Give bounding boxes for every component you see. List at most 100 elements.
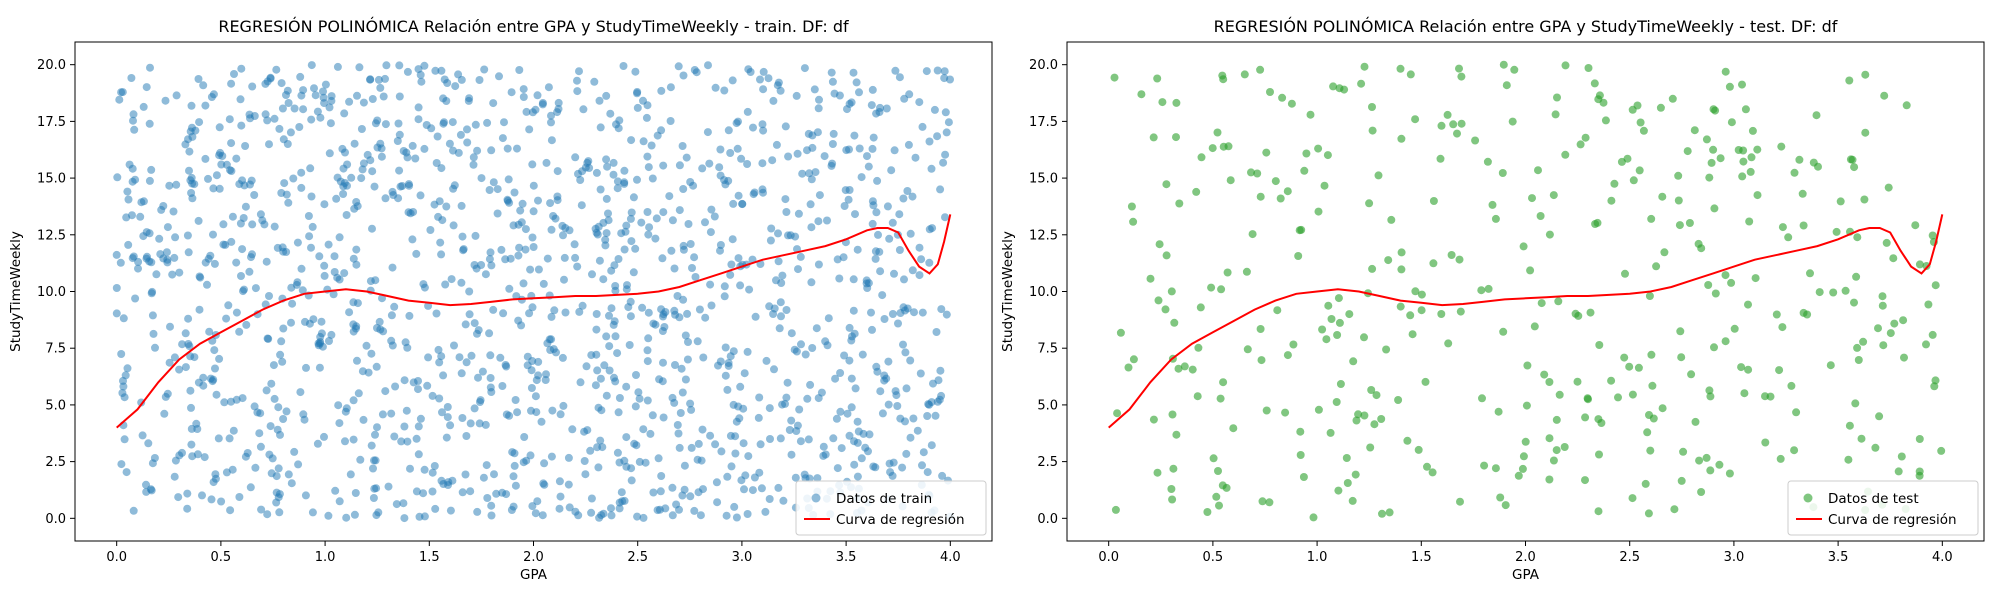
train-data-point xyxy=(297,91,306,100)
train-data-point xyxy=(304,212,313,220)
train-data-point xyxy=(492,489,501,498)
test-data-point xyxy=(1333,331,1342,339)
test-data-point xyxy=(1674,171,1683,180)
train-data-point xyxy=(217,497,226,506)
train-data-point xyxy=(487,146,496,155)
train-data-point xyxy=(561,308,570,317)
train-data-point xyxy=(774,78,783,87)
train-data-point xyxy=(560,275,568,284)
test-data-point xyxy=(1646,446,1655,455)
train-data-point xyxy=(875,247,884,256)
train-data-point xyxy=(321,80,330,89)
train-data-point xyxy=(186,386,195,395)
train-data-point xyxy=(367,349,376,358)
test-data-point xyxy=(1776,454,1785,463)
test-data-point xyxy=(1283,187,1292,196)
train-data-point xyxy=(593,230,602,239)
train-data-point xyxy=(734,191,743,200)
train-data-point xyxy=(165,181,174,190)
train-data-point xyxy=(358,165,367,174)
test-data-point xyxy=(1174,364,1183,373)
train-data-point xyxy=(654,454,663,463)
test-data-point xyxy=(1691,417,1700,426)
test-data-point xyxy=(1641,479,1650,488)
train-data-point xyxy=(181,329,190,338)
train-data-point xyxy=(509,472,518,481)
train-data-point xyxy=(901,348,910,357)
train-data-point xyxy=(305,232,314,241)
train-data-point xyxy=(599,275,608,284)
train-data-point xyxy=(339,182,348,191)
test-data-point xyxy=(1258,497,1267,506)
train-data-point xyxy=(143,252,151,261)
train-data-point xyxy=(212,171,221,180)
train-data-point xyxy=(644,230,653,239)
train-data-point xyxy=(345,97,354,106)
train-data-point xyxy=(781,122,790,131)
test-data-point xyxy=(1519,242,1528,251)
train-data-point xyxy=(441,280,450,289)
train-data-point xyxy=(903,187,912,195)
train-data-point xyxy=(461,320,470,329)
train-data-point xyxy=(517,321,526,330)
train-data-point xyxy=(672,500,681,509)
train-data-point xyxy=(609,170,618,179)
train-data-point xyxy=(782,306,791,314)
test-data-point xyxy=(1299,473,1308,481)
train-data-point xyxy=(251,463,260,472)
train-data-point xyxy=(607,504,615,513)
test-data-point xyxy=(1778,223,1787,232)
train-data-point xyxy=(210,259,219,268)
test-data-point xyxy=(1278,93,1287,102)
train-data-point xyxy=(489,305,498,314)
train-data-point xyxy=(333,62,342,71)
train-data-point xyxy=(769,96,778,105)
train-data-point xyxy=(493,209,502,218)
test-data-point xyxy=(1212,492,1221,501)
train-data-point xyxy=(673,421,682,429)
train-data-point xyxy=(679,245,688,254)
test-data-point xyxy=(1348,496,1357,505)
train-data-point xyxy=(297,183,306,192)
train-data-point xyxy=(613,349,622,358)
train-data-point xyxy=(225,115,234,124)
train-data-point xyxy=(905,90,914,99)
train-data-point xyxy=(876,387,885,396)
train-data-point xyxy=(499,309,508,318)
train-data-point xyxy=(262,386,271,395)
train-data-point xyxy=(387,409,396,418)
train-data-point xyxy=(766,236,775,245)
train-data-point xyxy=(307,61,316,70)
train-data-point xyxy=(785,426,794,434)
train-data-point xyxy=(129,116,137,125)
train-data-point xyxy=(620,245,629,254)
train-data-point xyxy=(687,443,696,452)
train-data-point xyxy=(619,62,628,70)
train-data-point xyxy=(437,66,446,75)
train-data-point xyxy=(368,95,377,103)
train-data-point xyxy=(485,329,494,338)
test-data-point xyxy=(1900,353,1908,362)
train-data-point xyxy=(456,130,465,139)
train-data-point xyxy=(201,258,210,267)
train-data-point xyxy=(178,340,187,349)
train-data-point xyxy=(668,511,677,520)
test-data-point xyxy=(1751,274,1760,283)
train-data-point xyxy=(644,334,653,343)
train-data-point xyxy=(377,152,386,161)
train-data-point xyxy=(915,243,924,252)
train-data-point xyxy=(201,101,210,110)
train-data-point xyxy=(335,497,344,506)
test-data-point xyxy=(1146,274,1155,283)
train-data-point xyxy=(655,375,664,384)
train-data-point xyxy=(448,118,457,127)
train-data-point xyxy=(574,169,582,178)
train-data-point xyxy=(807,175,816,184)
test-data-point xyxy=(1167,287,1176,296)
train-data-point xyxy=(778,271,787,280)
train-data-point xyxy=(541,376,550,384)
test-data-point xyxy=(1248,230,1257,239)
train-data-point xyxy=(766,435,774,443)
train-data-point xyxy=(235,180,244,189)
train-data-point xyxy=(547,452,556,461)
